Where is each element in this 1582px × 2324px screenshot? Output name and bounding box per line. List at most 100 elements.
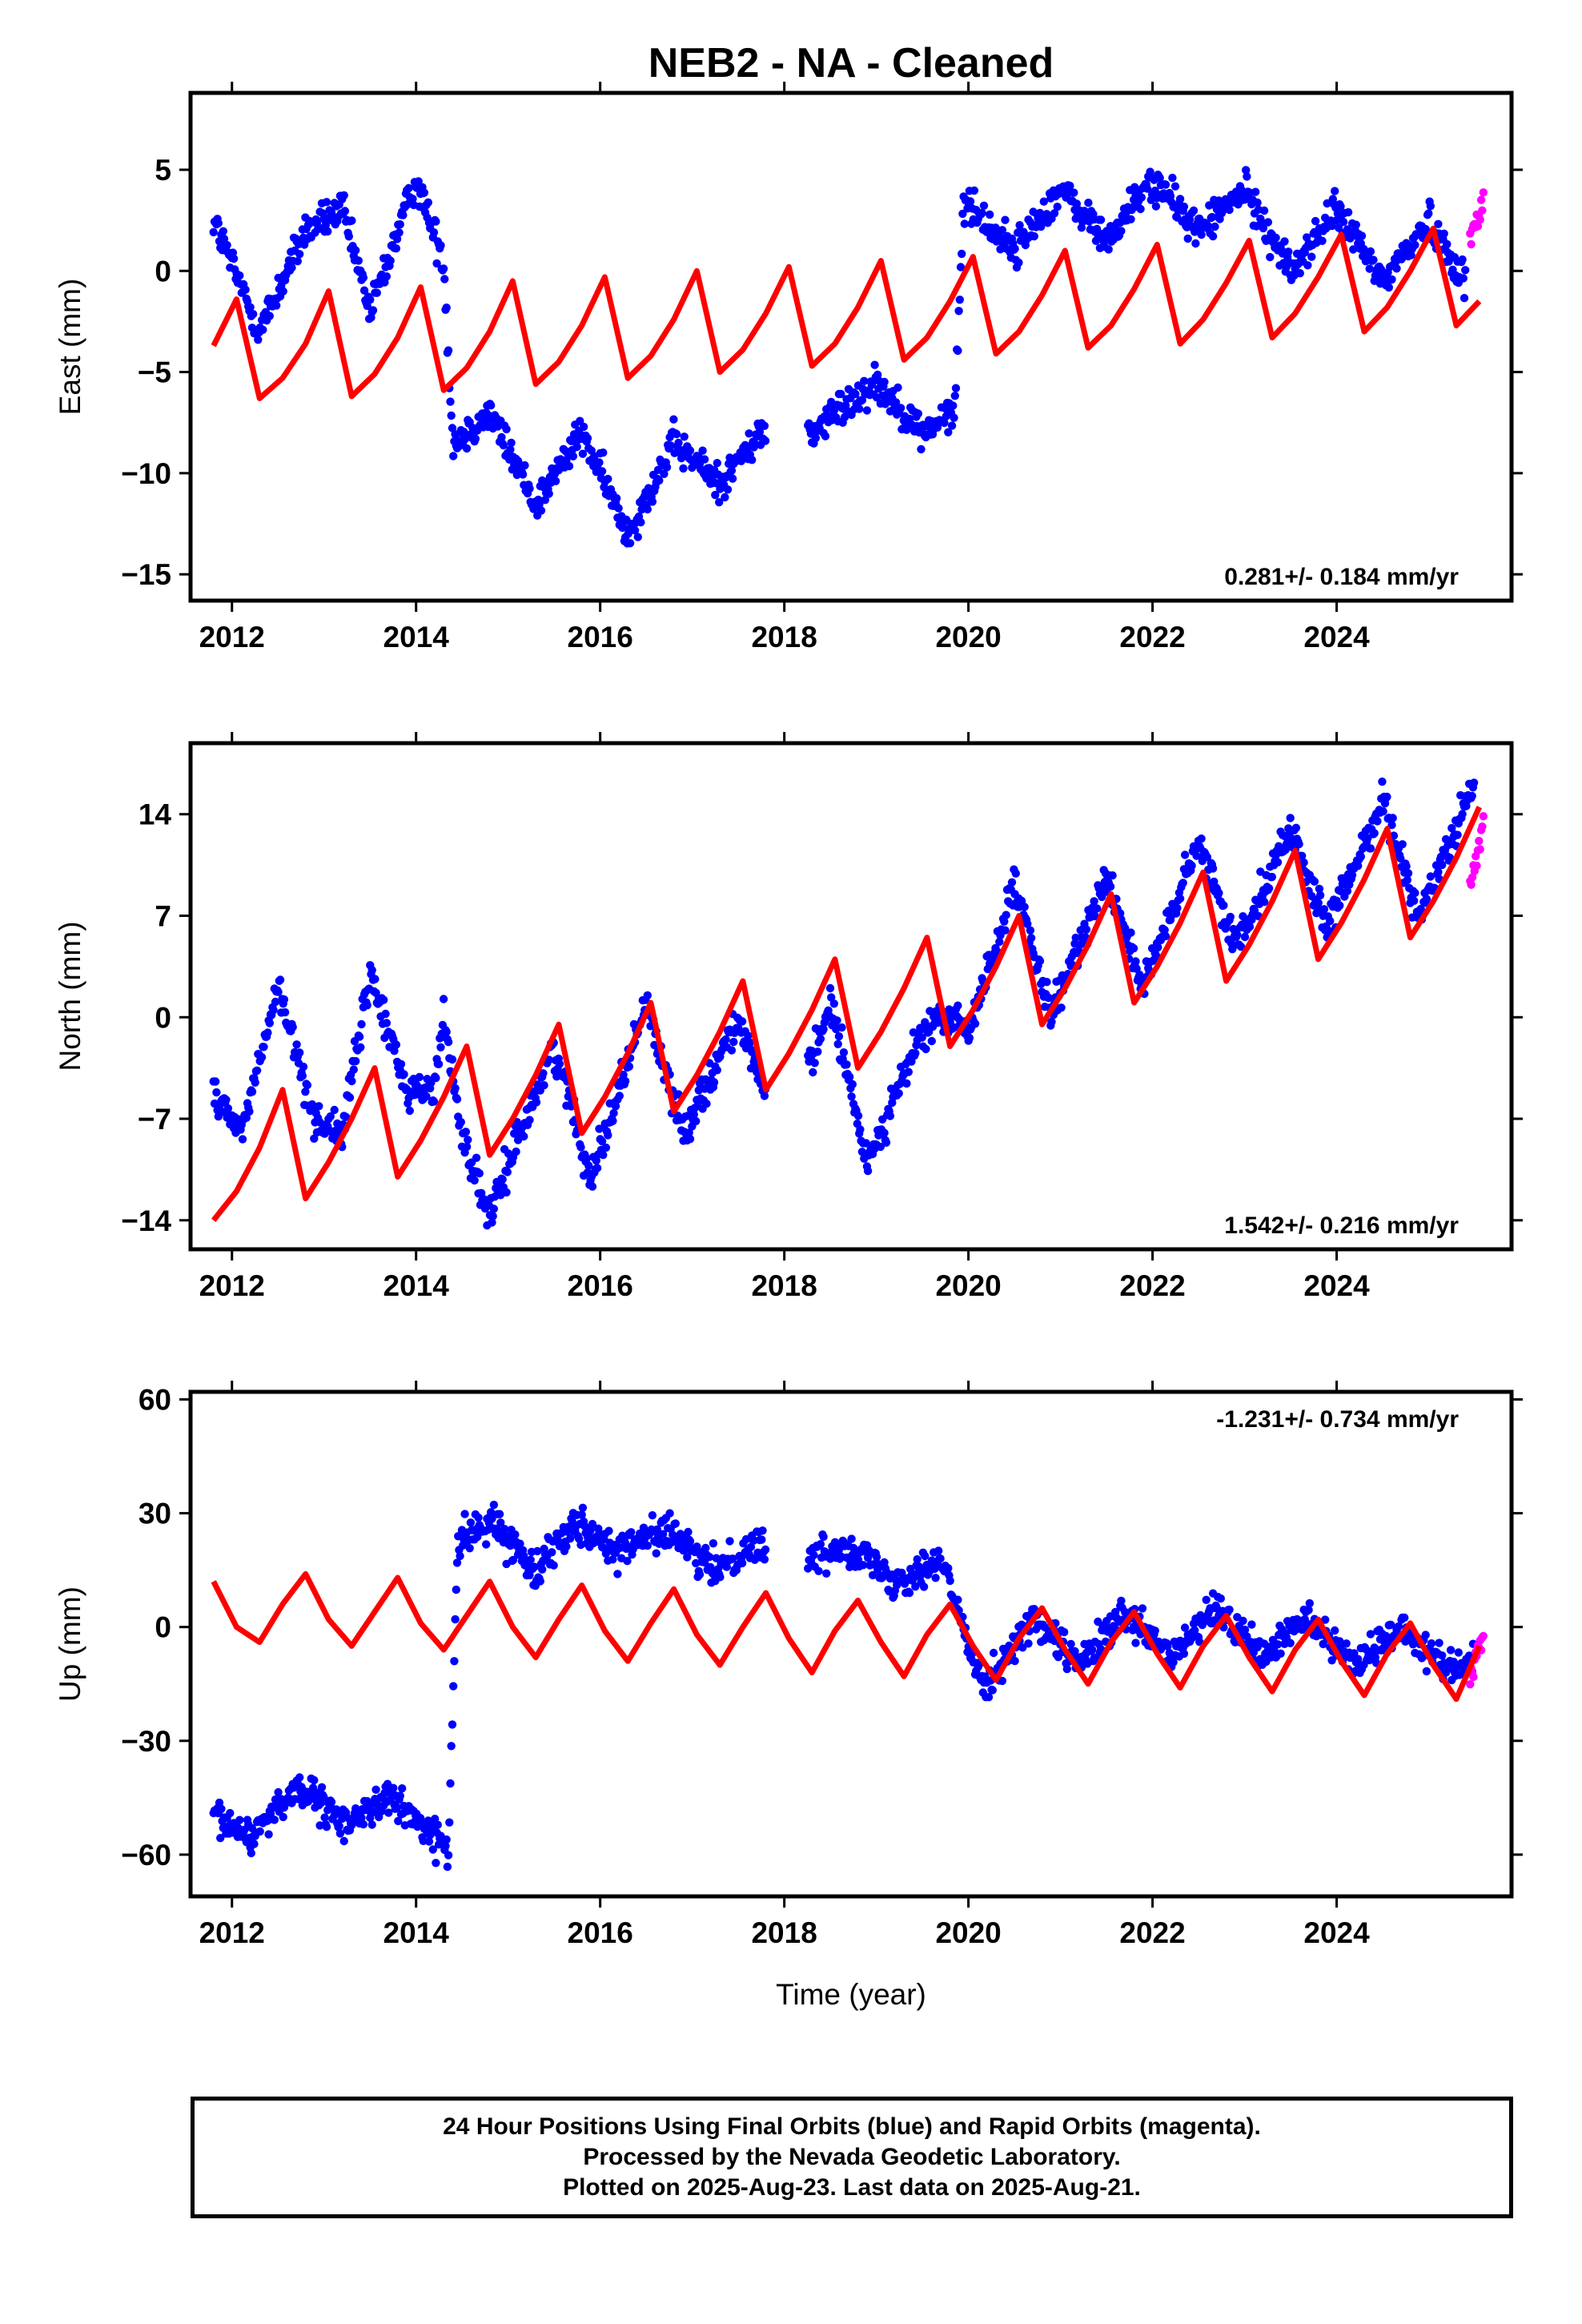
east-frame <box>188 90 1514 603</box>
up-data-point <box>460 1510 469 1518</box>
east-data-point <box>1318 236 1327 245</box>
east-data-point <box>721 493 729 502</box>
up-data-point <box>868 1570 877 1580</box>
up-plot-area <box>209 1500 1488 1872</box>
east-data-point <box>1053 203 1062 211</box>
north-x-tick-label: 2020 <box>935 1269 1001 1302</box>
up-data-point <box>445 1818 454 1827</box>
north-data-point <box>615 1092 624 1100</box>
east-data-point <box>471 434 480 444</box>
north-data-point <box>825 983 835 993</box>
north-data-point <box>1267 872 1277 882</box>
north-data-point <box>1315 884 1324 894</box>
east-data-point <box>698 446 707 455</box>
east-data-point <box>1104 245 1113 254</box>
north-data-point <box>1402 862 1411 870</box>
up-data-point <box>525 1570 534 1580</box>
north-data-point <box>429 1097 439 1106</box>
up-y-tick-label: 30 <box>139 1498 171 1530</box>
north-data-point <box>351 1056 360 1066</box>
north-data-point <box>371 975 379 983</box>
up-data-point <box>737 1558 747 1568</box>
north-data-point <box>303 1080 312 1090</box>
east-data-point <box>447 411 456 420</box>
up-data-point <box>548 1548 556 1557</box>
north-data-point <box>921 1018 930 1027</box>
up-data-point <box>911 1582 920 1591</box>
up-data-point <box>1150 1626 1159 1635</box>
up-data-point <box>693 1542 701 1551</box>
north-data-point <box>1121 923 1130 933</box>
east-data-point <box>966 197 975 206</box>
up-data-point <box>1394 1622 1403 1631</box>
east-data-point <box>851 389 860 399</box>
north-data-point <box>422 1092 431 1101</box>
east-final-points <box>209 166 1470 548</box>
north-data-point <box>904 1068 913 1076</box>
east-data-point <box>680 432 689 441</box>
north-data-point <box>263 1028 272 1037</box>
north-data-point <box>432 1073 440 1083</box>
north-data-point <box>247 1088 257 1096</box>
east-data-point <box>1243 172 1251 181</box>
up-data-point <box>722 1562 731 1571</box>
north-data-point <box>1383 792 1391 802</box>
east-data-point <box>1303 261 1312 270</box>
north-data-point <box>1469 778 1479 787</box>
east-data-point <box>595 458 604 467</box>
up-data-point <box>264 1830 273 1839</box>
north-frame <box>188 741 1514 1252</box>
up-data-point <box>396 1791 404 1800</box>
up-x-tick-label: 2020 <box>935 1916 1001 1949</box>
up-data-point <box>1163 1642 1172 1651</box>
north-data-point <box>525 1116 534 1124</box>
north-data-point <box>251 1078 259 1088</box>
north-data-point <box>885 1112 895 1120</box>
north-data-point <box>223 1104 233 1113</box>
east-data-point <box>392 235 402 243</box>
north-data-point <box>301 1088 310 1096</box>
east-data-point <box>372 288 381 297</box>
up-x-tick-label: 2012 <box>199 1916 265 1949</box>
east-data-point <box>917 444 926 454</box>
north-data-point <box>861 1139 870 1148</box>
east-data-point <box>578 449 588 458</box>
north-data-point <box>1273 858 1283 867</box>
north-data-point <box>1343 887 1352 895</box>
east-data-point <box>811 433 821 443</box>
north-data-point <box>1434 867 1443 877</box>
east-data-point <box>1170 182 1180 191</box>
east-data-point <box>209 227 218 237</box>
north-data-point <box>1387 821 1396 830</box>
north-data-point <box>954 1001 962 1010</box>
east-data-point <box>880 377 889 387</box>
north-data-point <box>1319 905 1329 914</box>
north-data-point <box>544 1055 553 1064</box>
east-data-point <box>1392 264 1401 273</box>
up-data-point <box>944 1564 953 1573</box>
east-data-point <box>855 404 864 413</box>
east-data-point <box>1263 218 1273 227</box>
east-data-point <box>1080 207 1089 215</box>
up-data-point <box>760 1555 769 1564</box>
up-data-point <box>1427 1639 1436 1648</box>
east-data-point <box>1161 180 1170 189</box>
east-data-point <box>414 177 423 186</box>
east-data-point <box>1284 247 1293 256</box>
east-y-tick-label: −10 <box>121 457 171 490</box>
east-y-axis-label: East (mm) <box>54 279 86 416</box>
north-data-point <box>1326 916 1335 926</box>
north-data-point <box>489 1204 499 1213</box>
north-data-point <box>1479 812 1488 821</box>
north-data-point <box>488 1218 496 1227</box>
north-data-point <box>245 1107 254 1116</box>
up-data-point <box>705 1553 714 1562</box>
up-y-tick-label: 60 <box>139 1383 171 1416</box>
east-data-point <box>272 301 281 310</box>
north-x-tick-label: 2022 <box>1119 1269 1185 1302</box>
north-data-point <box>685 1135 695 1144</box>
up-data-point <box>487 1508 496 1517</box>
north-data-point <box>379 995 388 1004</box>
east-data-point <box>544 489 553 498</box>
up-data-point <box>1202 1595 1211 1605</box>
